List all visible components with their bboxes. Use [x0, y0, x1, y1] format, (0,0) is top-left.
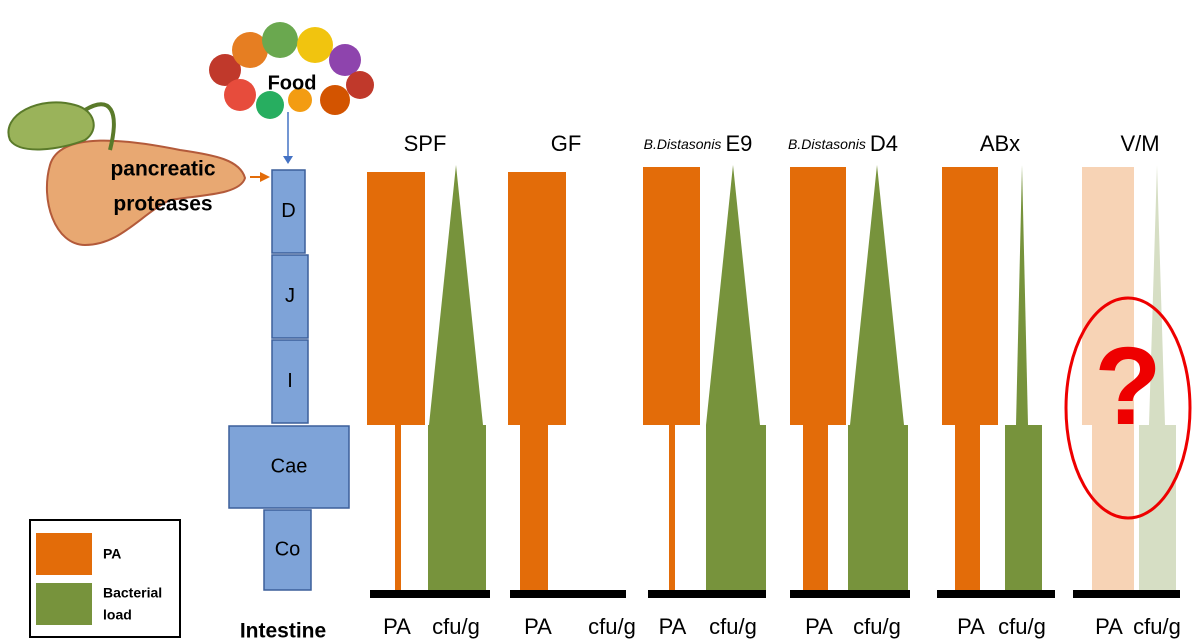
diagram: Food pancreatic proteases PA Bacterial l… — [0, 0, 1192, 644]
bacteria-lower — [428, 425, 486, 590]
food-arrowhead — [283, 156, 293, 164]
x-label: cfu/g — [709, 614, 757, 639]
pa-upper — [367, 172, 425, 425]
x-label: PA — [659, 614, 687, 639]
group-name: GF — [551, 131, 582, 156]
group-title: ABx — [980, 131, 1020, 156]
legend-swatch — [36, 533, 92, 575]
x-label: PA — [805, 614, 833, 639]
intestine-label: Intestine — [240, 620, 326, 643]
group-prefix: B.Distasonis — [644, 136, 722, 152]
legend-swatch — [36, 583, 92, 625]
baseline — [937, 590, 1055, 598]
bacteria-lower — [1005, 425, 1042, 590]
x-label: cfu/g — [588, 614, 636, 639]
baseline — [370, 590, 490, 598]
segment-label: J — [285, 285, 295, 307]
enzyme-arrowhead — [260, 172, 270, 182]
segment-label: Cae — [271, 455, 308, 477]
bacteria-taper — [429, 165, 483, 425]
bacteria-taper — [1016, 165, 1028, 425]
pa-upper — [643, 167, 700, 425]
pa-lower — [520, 425, 548, 590]
bacteria-lower — [1139, 425, 1176, 590]
bacteria-taper — [850, 165, 904, 425]
pa-lower — [803, 425, 828, 590]
group-prefix: B.Distasonis — [788, 136, 866, 152]
group-title: V/M — [1120, 131, 1159, 156]
pa-lower — [955, 425, 980, 590]
x-label: cfu/g — [998, 614, 1046, 639]
segment-label: Co — [275, 538, 301, 560]
question-mark: ? — [1094, 325, 1161, 448]
enzyme-label: proteases — [113, 193, 212, 216]
food-label: Food — [268, 72, 317, 94]
x-label: cfu/g — [1133, 614, 1181, 639]
segment-label: D — [281, 200, 295, 222]
legend-label: Bacterial — [103, 585, 162, 601]
baseline — [648, 590, 766, 598]
pa-upper — [942, 167, 998, 425]
group-title: SPF — [404, 131, 447, 156]
bacteria-lower — [848, 425, 908, 590]
segment-label: I — [287, 370, 293, 392]
bacteria-taper — [706, 165, 760, 425]
x-label: PA — [524, 614, 552, 639]
group-name: E9 — [725, 131, 752, 156]
group-name: V/M — [1120, 131, 1159, 156]
pa-lower — [395, 425, 401, 590]
x-label: cfu/g — [853, 614, 901, 639]
pa-lower — [669, 425, 675, 590]
bacteria-lower — [706, 425, 766, 590]
group-name: D4 — [870, 131, 898, 156]
baseline — [1073, 590, 1180, 598]
group-name: SPF — [404, 131, 447, 156]
baseline — [790, 590, 910, 598]
x-label: PA — [383, 614, 411, 639]
x-label: PA — [957, 614, 985, 639]
food-image — [209, 22, 374, 119]
group-name: ABx — [980, 131, 1020, 156]
enzyme-label: pancreatic — [110, 158, 215, 181]
x-label: PA — [1095, 614, 1123, 639]
x-label: cfu/g — [432, 614, 480, 639]
legend-label: load — [103, 607, 132, 623]
group-title: GF — [551, 131, 582, 156]
pa-upper — [508, 172, 566, 425]
pa-lower — [1092, 425, 1134, 590]
baseline — [510, 590, 626, 598]
pa-upper — [790, 167, 846, 425]
legend-label: PA — [103, 546, 121, 562]
